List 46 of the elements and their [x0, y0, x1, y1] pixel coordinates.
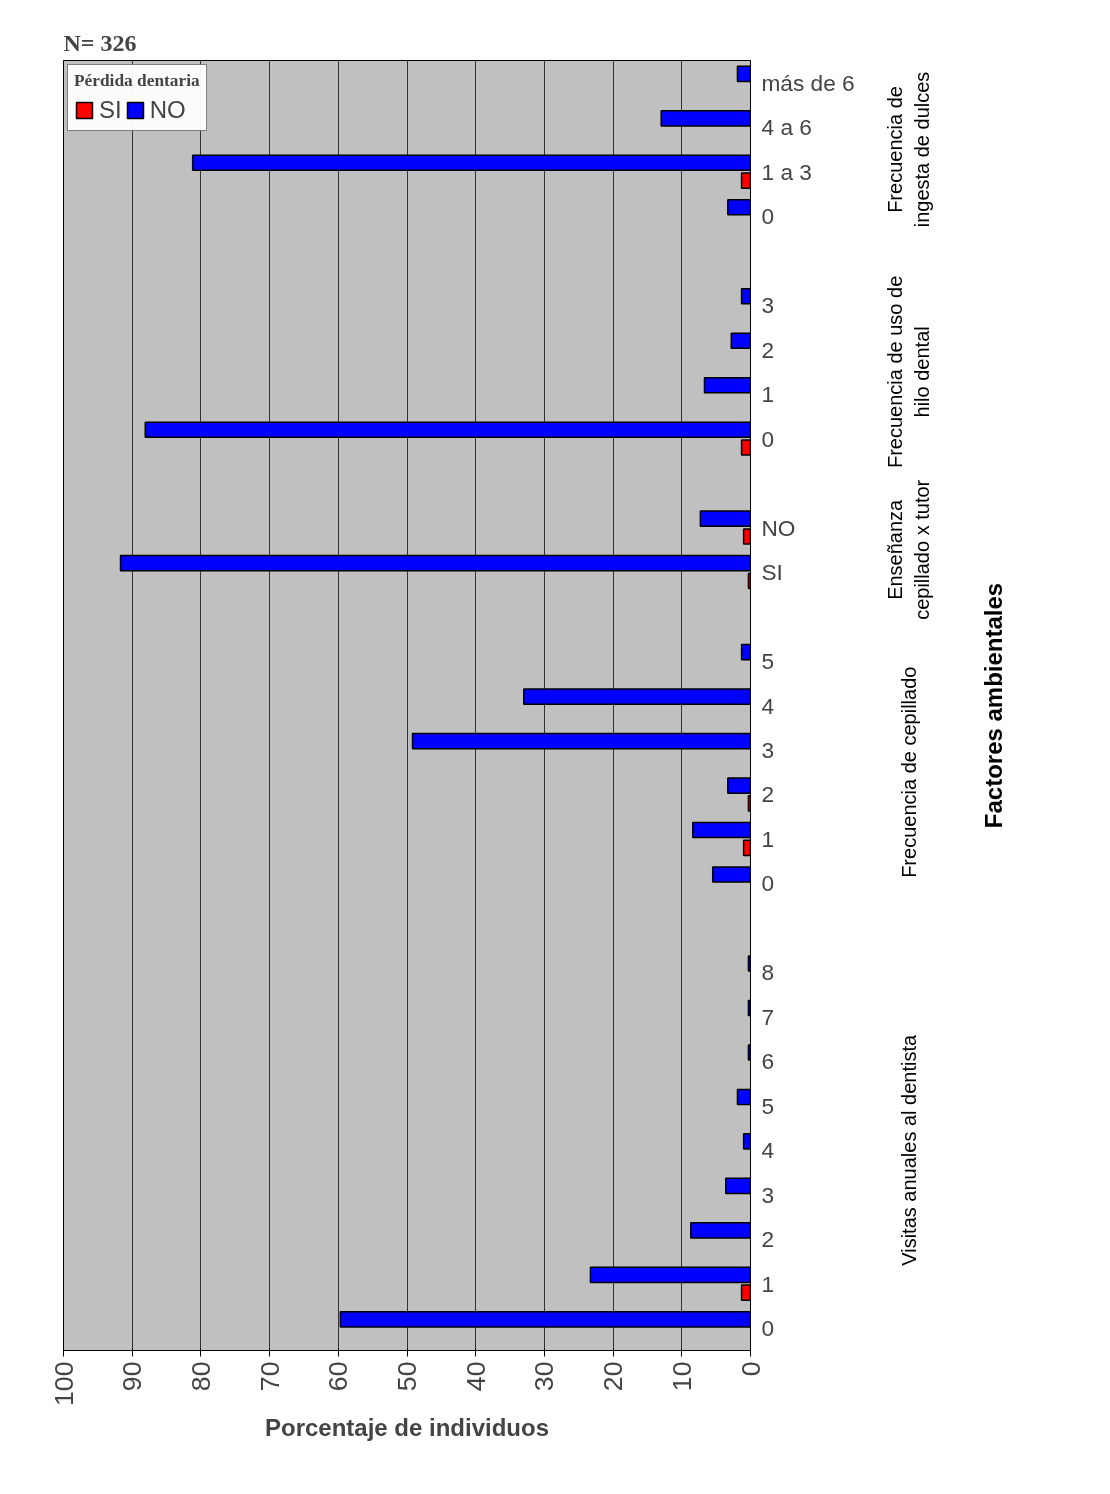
y-tick-label: 4 [761, 1137, 775, 1164]
text: Frecuencia de uso de hilo dental [884, 275, 933, 469]
y-tick-label: 1 [761, 381, 775, 408]
y-tick-label: 0 [761, 203, 775, 230]
y-tick-label: más de 6 [761, 69, 855, 96]
text: Frecuencia de ingesta de dulces [884, 71, 933, 228]
text: Factores ambientales [980, 582, 1007, 829]
y-tick-label: 2 [761, 1226, 775, 1253]
y-tick-label: 2 [761, 336, 775, 363]
x-tick-label: 70 [254, 1361, 285, 1392]
y-tick-label: 1 a 3 [761, 158, 812, 185]
y-tick-label: 2 [761, 781, 775, 808]
y-tick-label: 8 [761, 959, 775, 986]
x-tick-label: 20 [598, 1361, 629, 1392]
x-tick-label: 90 [117, 1361, 148, 1392]
x-tick-label: 80 [185, 1361, 216, 1392]
text: Frecuencia de cepillado [897, 666, 920, 878]
y-tick-label: 4 [761, 692, 775, 719]
y-tick-label: 0 [761, 425, 775, 452]
x-tick-label: 10 [666, 1361, 697, 1392]
y-tick-label: 3 [761, 292, 775, 319]
y-tick-label: 3 [761, 736, 775, 763]
y-tick-label: 3 [761, 1181, 775, 1208]
y-tick-label: NO [761, 514, 796, 541]
y-tick-label: 5 [761, 648, 775, 675]
y-tick-label: 5 [761, 1092, 775, 1119]
x-tick-label: 100 [48, 1361, 79, 1406]
x-tick-label: 50 [392, 1361, 422, 1392]
y-tick-label: 0 [761, 1315, 775, 1342]
y-tick-label: SI [761, 559, 783, 586]
x-tick-label: 60 [323, 1361, 354, 1392]
y-tick-label: 4 a 6 [761, 114, 812, 141]
y-tick-label: 7 [761, 1003, 775, 1030]
y-tick-label: 1 [761, 1270, 775, 1297]
legend-label: SI [99, 96, 122, 124]
y-tick-label: 0 [761, 870, 775, 897]
x-axis-title: Porcentaje de individuos [264, 1413, 550, 1441]
x-tick-label: 30 [529, 1361, 560, 1392]
text: Visitas anuales al dentista [897, 1034, 920, 1266]
legend-title: Pérdida dentaria [74, 71, 200, 91]
y-tick-label: 6 [761, 1048, 775, 1075]
text: Enseñanza cepillado x tutor [884, 479, 933, 620]
legend-label: NO [149, 96, 186, 124]
y-tick-label: 1 [761, 825, 775, 852]
x-tick-label: 40 [460, 1361, 491, 1392]
chart-title: N= 326 [63, 29, 137, 56]
